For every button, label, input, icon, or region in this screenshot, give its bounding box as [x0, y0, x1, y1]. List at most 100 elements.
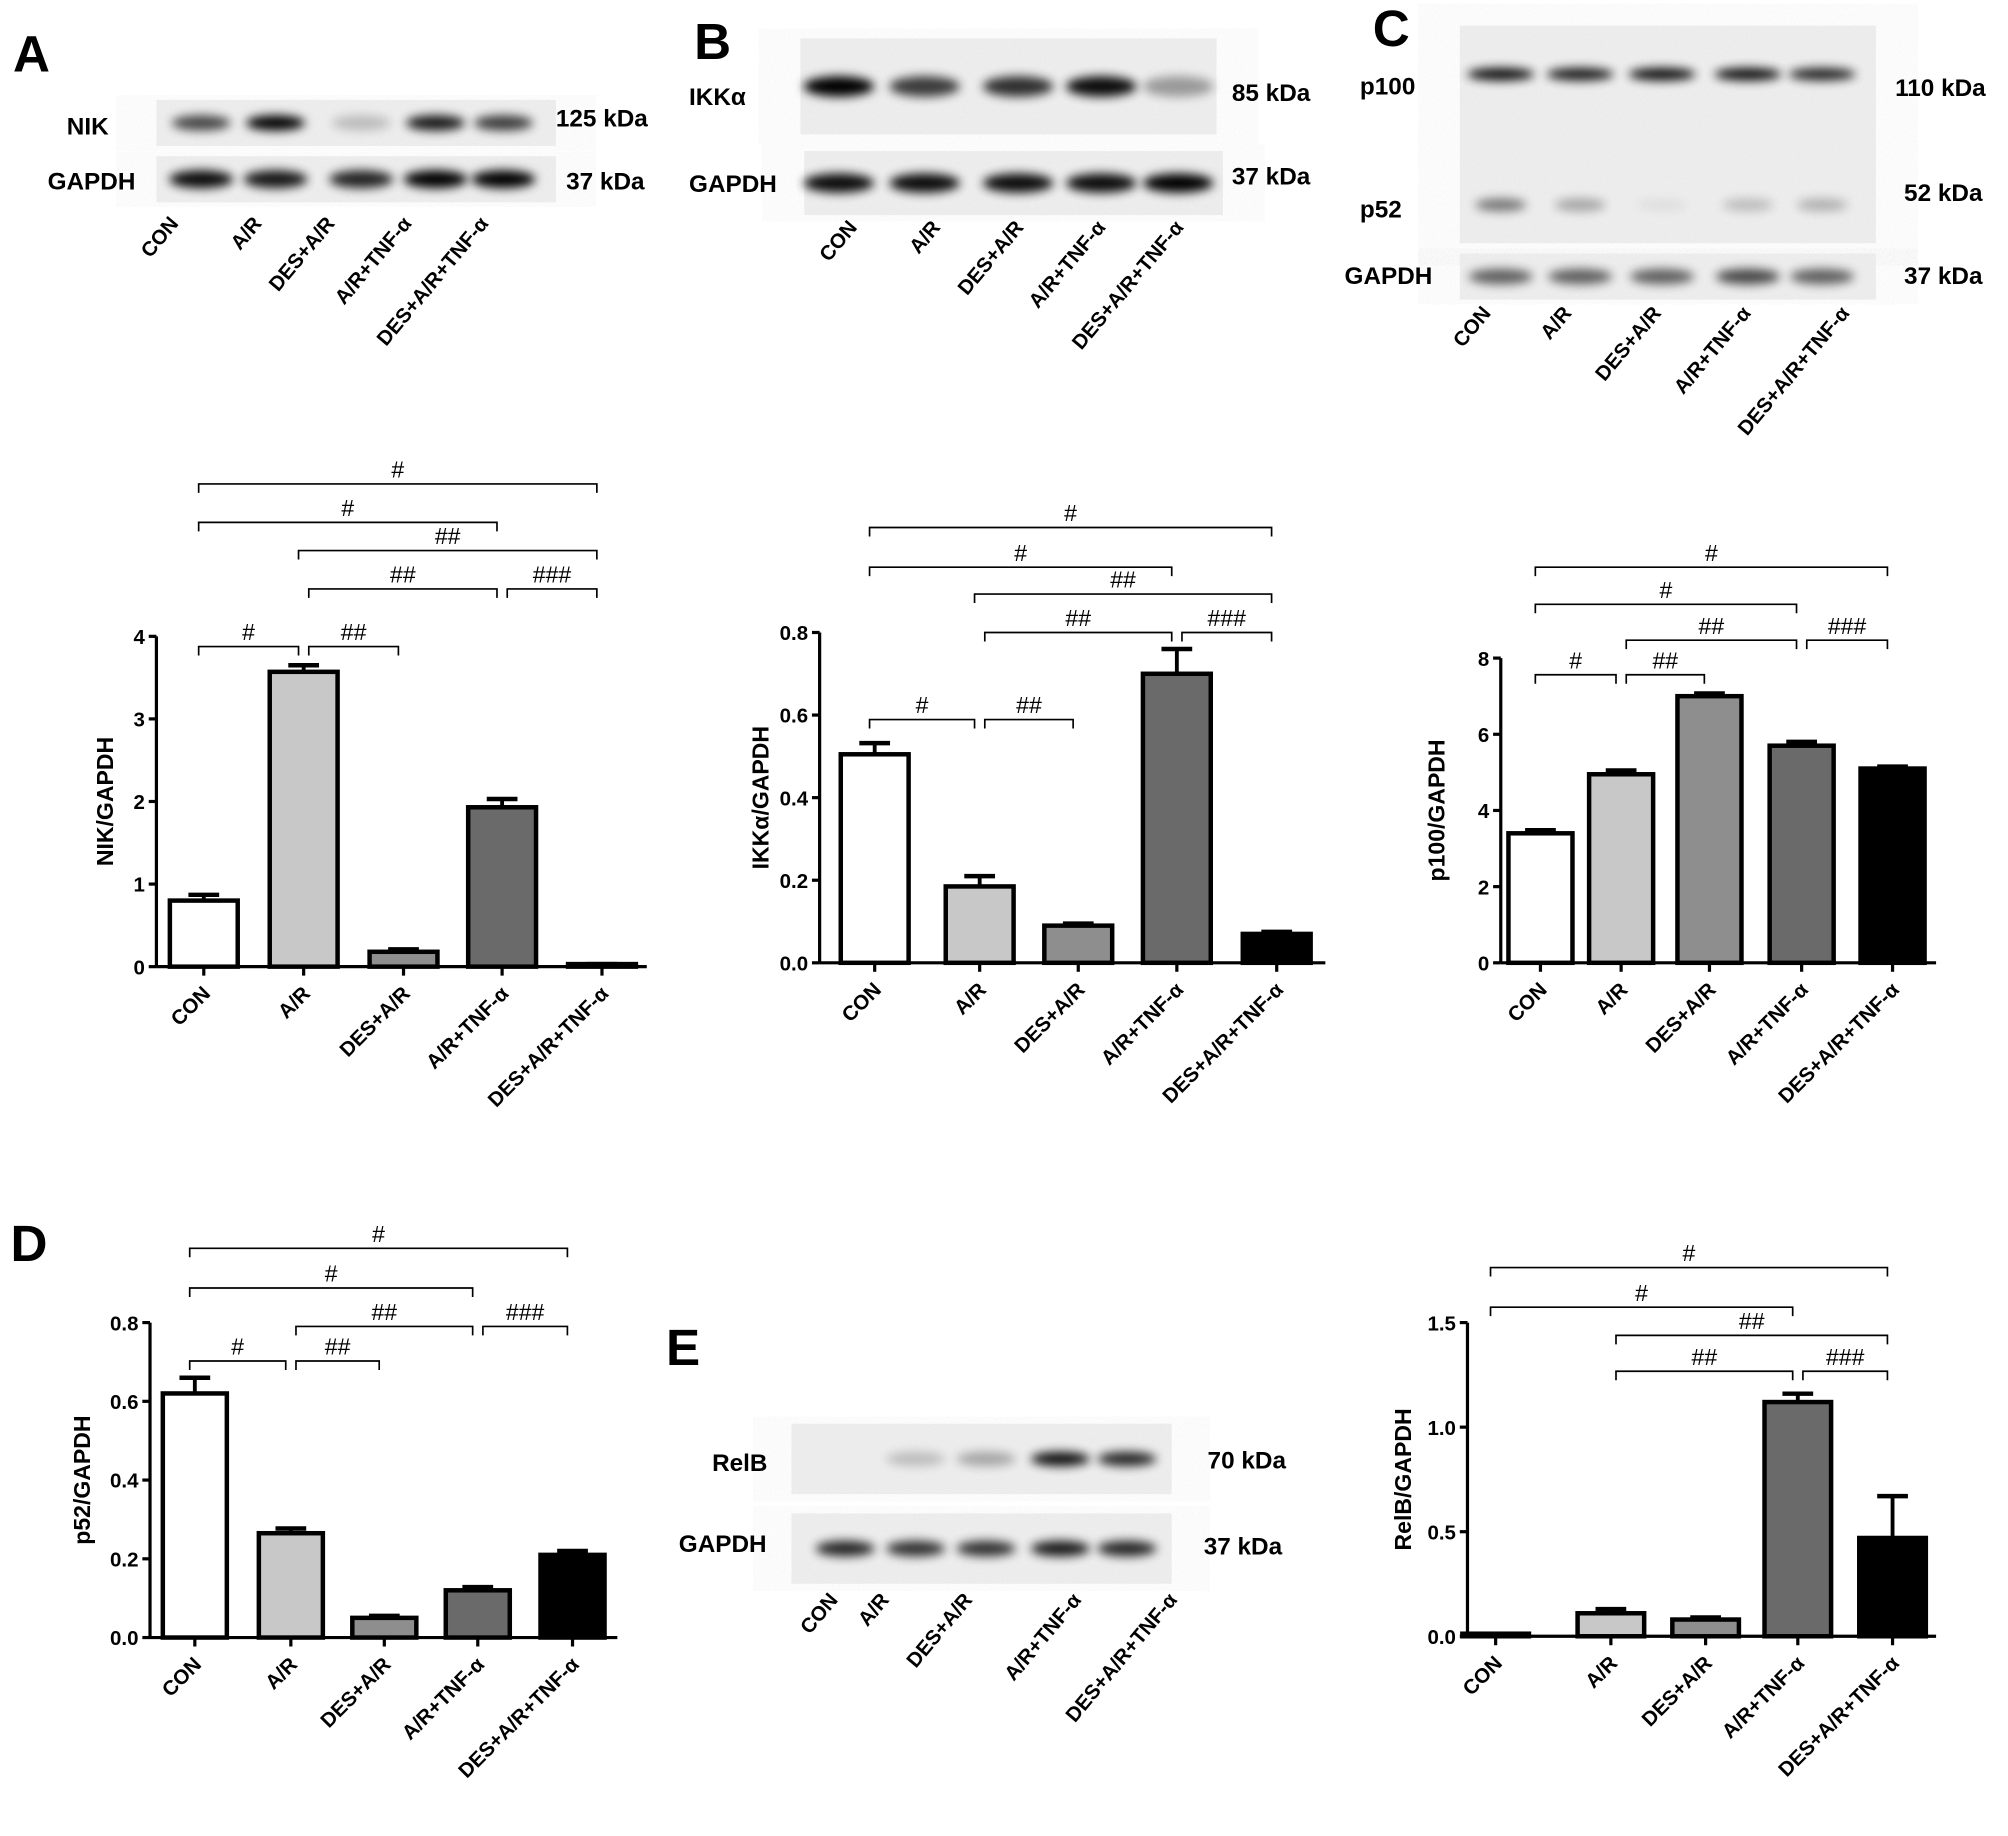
significance-label: ### [1826, 1344, 1865, 1370]
significance-label: # [916, 692, 929, 718]
chart-e: 0.0 0.5 1.0 1.5 RelB/GAPDH CON A/R DES+A/R A/R+T… [1390, 1240, 1937, 1781]
x-tick-label: A/R [1581, 1652, 1622, 1693]
x-tick-label: A/R [950, 978, 991, 1019]
y-tick-label: 8 [1478, 648, 1489, 671]
protein-label: GAPDH [48, 168, 136, 195]
bar-0 [838, 752, 911, 966]
significance-label: ## [341, 619, 367, 645]
molecular-weight-label: 125 kDa [556, 106, 648, 133]
blot-band [1097, 1451, 1157, 1466]
significance-bracket [482, 1325, 569, 1336]
blot-band [171, 115, 231, 131]
significance-label: # [1064, 500, 1077, 526]
lane-label: A/R+TNF-α [1024, 216, 1110, 313]
x-tick-label: A/R+TNF-α [1721, 978, 1813, 1070]
blot-band [403, 170, 468, 189]
bar-3 [465, 805, 539, 969]
y-axis-label: IKKα/GAPDH [747, 726, 773, 869]
x-tick-label: CON [1503, 978, 1551, 1026]
lane-label: DES+A/R+TNF-α [1733, 302, 1854, 440]
y-tick-label: 0.6 [780, 705, 808, 728]
x-tick-label: DES+A/R [335, 982, 415, 1062]
molecular-weight-label: 37 kDa [1904, 263, 1983, 290]
blot-band [1636, 198, 1688, 212]
bar-3 [1767, 743, 1836, 966]
significance-bracket [307, 588, 498, 598]
significance-label: # [341, 495, 354, 521]
lane-label: DES+A/R [953, 216, 1028, 299]
significance-bracket [1805, 639, 1889, 650]
significance-bracket [1489, 1266, 1889, 1277]
blot-band [886, 1451, 946, 1466]
significance-bracket [307, 645, 400, 656]
y-tick-label: 3 [134, 709, 145, 732]
significance-bracket [295, 1325, 474, 1336]
y-tick-label: 2 [134, 791, 145, 814]
significance-label: ## [1652, 647, 1678, 673]
molecular-weight-label: 37 kDa [1204, 1533, 1283, 1560]
blot-band [169, 170, 234, 189]
significance-bracket [1534, 566, 1889, 577]
bar-3 [1140, 671, 1214, 966]
blot-band [1030, 1451, 1090, 1466]
lane-label: A/R [1536, 302, 1576, 344]
lane-label: A/R+TNF-α [1670, 302, 1756, 399]
significance-bracket [868, 566, 1173, 577]
significance-bracket [973, 593, 1273, 604]
y-tick-label: 0.0 [110, 1627, 138, 1650]
significance-label: ## [390, 562, 416, 588]
blot-band [1066, 173, 1137, 193]
blot-band [803, 76, 875, 97]
significance-label: # [372, 1221, 385, 1247]
lane-label: DES+A/R [1591, 302, 1666, 385]
molecular-weight-label: 85 kDa [1232, 80, 1311, 107]
significance-label: ## [325, 1334, 351, 1360]
lane-label: DES+A/R [264, 212, 339, 295]
blot-band [982, 173, 1054, 193]
blot-band [1142, 76, 1214, 97]
bar-3 [443, 1588, 513, 1640]
significance-label: ### [1828, 613, 1867, 639]
y-tick-label: 1.5 [1427, 1312, 1455, 1335]
protein-label: p52 [1360, 197, 1402, 224]
significance-label: # [1635, 1280, 1648, 1306]
protein-label: NIK [67, 113, 109, 140]
significance-label: # [1660, 577, 1673, 603]
blot-strip [791, 1423, 1172, 1495]
y-tick-label: 4 [1478, 800, 1490, 823]
protein-label: GAPDH [1345, 263, 1433, 290]
significance-label: ## [1065, 605, 1091, 631]
blot-band [982, 76, 1054, 97]
significance-bracket [506, 588, 598, 598]
chart-d: 0.0 0.2 0.4 0.6 0.8 p52/GAPDH CON A/R DES+A/R A/R… [69, 1221, 618, 1783]
bar-4 [1240, 931, 1313, 966]
y-tick-label: 0 [1478, 952, 1489, 975]
significance-bracket [197, 645, 300, 656]
significance-label: # [1014, 540, 1027, 566]
bar-2 [350, 1615, 419, 1640]
significance-bracket [1625, 673, 1706, 684]
y-tick-label: 1.0 [1427, 1417, 1455, 1440]
y-tick-label: 0.2 [780, 870, 808, 893]
blot-band [1142, 173, 1214, 193]
x-tick-label: A/R+TNF-α [1718, 1651, 1810, 1743]
y-axis-label: NIK/GAPDH [92, 737, 118, 866]
blot-band [803, 173, 875, 193]
bar-0 [1506, 831, 1575, 966]
significance-label: ## [1699, 613, 1725, 639]
blot-panel-c: p100 110 kDa p52 52 kDa GAPDH 37 kDa CON A/R DES… [1345, 25, 1986, 440]
x-tick-label: DES+A/R [1010, 978, 1090, 1058]
blot-band [889, 76, 960, 97]
significance-bracket [1615, 1334, 1889, 1345]
blot-band [1467, 67, 1535, 81]
significance-bracket [1625, 639, 1798, 650]
significance-bracket [868, 718, 976, 729]
y-tick-label: 4 [134, 626, 146, 649]
significance-label: # [391, 457, 404, 483]
panel-letter-e: E [666, 1319, 700, 1376]
blot-strip [1459, 25, 1876, 244]
y-tick-label: 0 [134, 956, 145, 979]
